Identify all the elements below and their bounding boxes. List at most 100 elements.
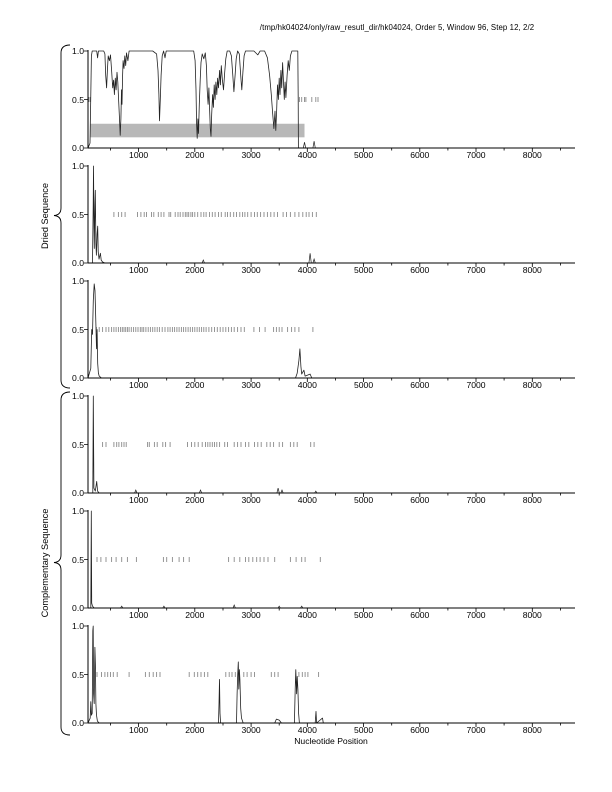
y-tick-label: 1.0 xyxy=(72,276,84,286)
x-tick-label: 8000 xyxy=(522,495,542,505)
x-tick-label: 1000 xyxy=(129,725,149,735)
x-tick-label: 6000 xyxy=(410,725,430,735)
x-tick-label: 3000 xyxy=(241,380,261,390)
melting-curve xyxy=(88,510,572,609)
mid-level-marks xyxy=(113,212,317,217)
subplot-canvas xyxy=(84,510,575,612)
mid-level-marks xyxy=(96,672,320,677)
x-tick-label: 8000 xyxy=(522,150,542,160)
x-tick-label: 6000 xyxy=(410,380,430,390)
complementary-group-brace xyxy=(53,391,71,736)
x-minor-ticks xyxy=(110,493,561,496)
subplot-canvas xyxy=(84,395,575,497)
x-tick-label: 3000 xyxy=(241,725,261,735)
x-tick-label: 5000 xyxy=(353,265,374,275)
baseline-bump xyxy=(280,489,284,494)
y-ticks xyxy=(84,510,88,609)
baseline-bump xyxy=(300,605,304,609)
y-tick-label: 0.0 xyxy=(72,143,84,153)
x-minor-ticks xyxy=(110,723,561,726)
y-tick-label: 0.0 xyxy=(72,488,84,498)
baseline-bump xyxy=(302,142,307,149)
x-tick-label: 3000 xyxy=(241,265,261,275)
y-tick-label: 1.0 xyxy=(72,46,84,56)
x-minor-ticks xyxy=(110,378,561,381)
baseline-bump xyxy=(134,489,138,494)
x-tick-label: 7000 xyxy=(466,265,486,275)
y-tick-label: 0.0 xyxy=(72,258,84,268)
x-tick-label: 4000 xyxy=(297,150,317,160)
x-tick-label: 7000 xyxy=(466,725,486,735)
dried-group-brace xyxy=(53,44,71,389)
baseline-bump xyxy=(120,605,124,609)
x-tick-label: 5000 xyxy=(353,725,374,735)
subplot-complementary-2: 1000 2000 3000 4000 5000 6000 7000 8000 1.0 0.5 0.… xyxy=(72,506,583,624)
x-tick-label: 1000 xyxy=(129,265,149,275)
y-tick-label: 0.5 xyxy=(72,324,84,335)
melting-curve xyxy=(88,395,572,494)
dried-sequence-label: Dried Sequence xyxy=(40,183,50,249)
x-tick-label: 1000 xyxy=(129,495,149,505)
x-tick-label: 8000 xyxy=(522,380,542,390)
baseline-bump xyxy=(314,490,318,494)
melting-curve xyxy=(88,165,572,264)
x-tick-label: 4000 xyxy=(297,725,317,735)
x-tick-label: 5000 xyxy=(353,150,374,160)
baseline-bump xyxy=(232,604,236,609)
x-major-ticks xyxy=(138,148,533,152)
x-tick-label: 5000 xyxy=(353,610,374,620)
x-tick-label: 4000 xyxy=(297,380,317,390)
melting-curve xyxy=(87,625,572,724)
y-ticks xyxy=(84,280,88,379)
x-tick-label: 2000 xyxy=(185,725,205,735)
x-tick-label: 3000 xyxy=(241,150,261,160)
x-major-ticks xyxy=(138,378,533,382)
subplot-canvas xyxy=(84,50,575,152)
x-minor-ticks xyxy=(110,608,561,611)
x-tick-label: 1000 xyxy=(129,380,149,390)
subplot-canvas xyxy=(84,280,575,382)
x-tick-label: 3000 xyxy=(241,495,261,505)
complementary-sequence-label: Complementary Sequence xyxy=(40,508,50,618)
subplot-dried-2: 1000 2000 3000 4000 5000 6000 7000 8000 1.0 0.5 0.… xyxy=(72,161,583,279)
x-tick-label: 4000 xyxy=(297,610,317,620)
x-tick-label: 2000 xyxy=(185,495,205,505)
x-minor-ticks xyxy=(110,148,561,151)
x-tick-label: 6000 xyxy=(410,495,430,505)
x-tick-label: 7000 xyxy=(466,495,486,505)
baseline-bump xyxy=(162,605,166,609)
y-tick-label: 0.0 xyxy=(72,603,84,613)
y-tick-label: 0.0 xyxy=(72,718,84,728)
y-tick-label: 0.5 xyxy=(72,554,84,565)
x-tick-label: 2000 xyxy=(185,150,205,160)
subplot-dried-3: 1000 2000 3000 4000 5000 6000 7000 8000 1.0 0.5 0.… xyxy=(72,276,583,394)
x-tick-label: 8000 xyxy=(522,610,542,620)
x-tick-label: 3000 xyxy=(241,610,261,620)
y-tick-label: 0.5 xyxy=(72,94,84,105)
y-ticks xyxy=(84,625,88,724)
x-tick-label: 2000 xyxy=(185,380,205,390)
melting-curve xyxy=(87,50,299,149)
subplot-canvas xyxy=(84,625,575,727)
x-tick-label: 4000 xyxy=(297,495,317,505)
x-axis-title: Nucleotide Position xyxy=(294,736,368,746)
x-major-ticks xyxy=(138,263,533,267)
x-tick-label: 5000 xyxy=(353,380,374,390)
x-tick-label: 8000 xyxy=(522,725,542,735)
y-tick-label: 0.5 xyxy=(72,669,84,680)
baseline-bump xyxy=(198,489,203,494)
baseline-bump xyxy=(312,257,316,264)
y-tick-label: 1.0 xyxy=(72,621,84,631)
x-tick-label: 6000 xyxy=(410,265,430,275)
x-tick-label: 6000 xyxy=(410,610,430,620)
x-tick-label: 2000 xyxy=(185,610,205,620)
baseline-bump xyxy=(276,488,280,494)
y-tick-label: 1.0 xyxy=(72,161,84,171)
melting-curve xyxy=(87,283,572,379)
baseline-bump xyxy=(312,141,316,149)
x-tick-label: 7000 xyxy=(466,610,486,620)
mid-level-marks xyxy=(88,97,319,102)
y-ticks xyxy=(84,395,88,494)
mid-level-marks xyxy=(96,557,321,562)
x-tick-label: 5000 xyxy=(353,495,374,505)
